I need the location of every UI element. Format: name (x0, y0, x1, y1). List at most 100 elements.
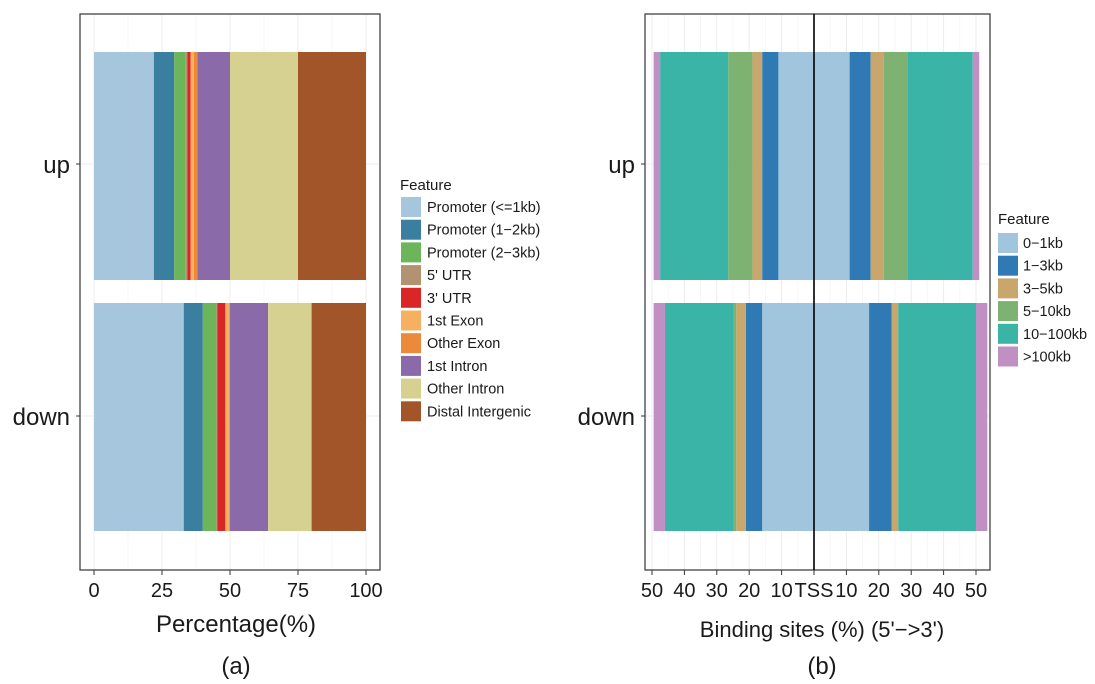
bar-down-downstream-1-3kb (869, 303, 892, 531)
bar-up-promoter-1-2kb (153, 52, 175, 280)
category-label-down: down (578, 404, 635, 431)
bar-down-5-utr (216, 303, 218, 531)
plot-b-legend-title: Feature (998, 211, 1050, 228)
bar-down-upstream-10-100kb (664, 303, 733, 531)
plot-a-x-axis-title: Percentage(%) (156, 611, 316, 638)
x-tick-label: 40 (932, 580, 954, 602)
bar-down-upstream-5-10kb (733, 303, 737, 531)
legend-label-0-1kb: 0−1kb (1023, 236, 1063, 252)
bar-up-upstream-3-5kb (752, 52, 763, 280)
bar-down-distal-intergenic (311, 303, 366, 531)
x-tick-label: TSS (795, 580, 834, 602)
bar-up-3-utr (187, 52, 191, 280)
x-tick-label: 50 (965, 580, 987, 602)
bar-down-downstream-0-1kb (814, 303, 870, 531)
legend-label-promoter-2-3kb: Promoter (2−3kb) (427, 245, 540, 261)
plot-b-category-labels: up down (578, 152, 645, 431)
x-tick-label: 10 (835, 580, 857, 602)
plot-b-legend: Feature 0−1kb 1−3kb 3−5kb 5−10kb 10−100kb >10… (998, 211, 1087, 367)
legend-label-1st-intron: 1st Intron (427, 359, 487, 375)
legend-swatch-distal-intergenic (401, 401, 421, 422)
x-tick-label: 0 (88, 580, 99, 602)
bar-up-distal-intergenic (298, 52, 366, 280)
legend-label-10-100kb: 10−100kb (1023, 327, 1087, 343)
category-label-up: up (608, 152, 635, 179)
bar-down-3-utr (217, 303, 226, 531)
bar-down-downstream-3-5kb (891, 303, 899, 531)
bar-down-promoter-1-2kb (183, 303, 203, 531)
plot-a-legend-title: Feature (400, 177, 452, 194)
legend-label-other-exon: Other Exon (427, 336, 500, 352)
bar-down-promoter-1kb (94, 303, 184, 531)
bar-down-other-exon (229, 303, 230, 531)
bar-down-upstream-1-3kb (745, 303, 763, 531)
legend-swatch-other-exon (401, 333, 421, 354)
bar-up-downstream-5-10kb (883, 52, 908, 280)
bar-up-upstream-5-10kb (728, 52, 753, 280)
bar-down-upstream-0-1kb (762, 303, 814, 531)
legend-label-3-5kb: 3−5kb (1023, 281, 1063, 297)
legend-label-promoter-1kb: Promoter (<=1kb) (427, 200, 541, 216)
category-label-up: up (43, 152, 70, 179)
bar-down-promoter-2-3kb (202, 303, 217, 531)
x-tick-label: 50 (641, 580, 663, 602)
plot-a-legend: Feature Promoter (<=1kb) Promoter (1−2kb)… (400, 177, 541, 422)
legend-label-promoter-1-2kb: Promoter (1−2kb) (427, 223, 540, 239)
bar-up-1st-exon (190, 52, 194, 280)
x-tick-label: 20 (738, 580, 760, 602)
plot-b-x-axis-title: Binding sites (%) (5'−>3') (700, 617, 944, 642)
legend-label-5-utr: 5' UTR (427, 268, 472, 284)
legend-label-other-intron: Other Intron (427, 382, 504, 398)
bar-down-upstream-3-5kb (736, 303, 746, 531)
legend-swatch-3-5kb (998, 278, 1018, 299)
legend-swatch-100kb (998, 346, 1018, 367)
legend-swatch-1st-exon (401, 310, 421, 331)
bar-up-downstream-3-5kb (870, 52, 884, 280)
bar-up-1st-intron (197, 52, 230, 280)
plot-a-bars (94, 52, 366, 531)
legend-label-3-utr: 3' UTR (427, 291, 472, 307)
bar-up-downstream-100kb (972, 52, 980, 280)
bar-down-1st-intron (230, 303, 269, 531)
legend-swatch-0-1kb (998, 233, 1018, 253)
plot-a-x-ticks: 0 25 50 75 100 (88, 570, 383, 602)
bar-up-promoter-2-3kb (174, 52, 186, 280)
bar-down-downstream-100kb (976, 303, 988, 531)
x-tick-label: 30 (900, 580, 922, 602)
legend-swatch-other-intron (401, 378, 421, 399)
bar-down-downstream-10-100kb (898, 303, 976, 531)
legend-swatch-5-utr (401, 265, 421, 286)
x-tick-label: 100 (349, 580, 382, 602)
bar-up-upstream-100kb (653, 52, 661, 280)
category-label-down: down (13, 404, 70, 431)
legend-swatch-promoter-1-2kb (401, 219, 421, 240)
x-tick-label: 25 (151, 580, 173, 602)
x-tick-label: 75 (287, 580, 309, 602)
legend-label-100kb: >100kb (1023, 350, 1071, 366)
legend-swatch-10-100kb (998, 323, 1018, 344)
bar-up-other-exon (193, 52, 198, 280)
legend-label-distal-intergenic: Distal Intergenic (427, 404, 531, 420)
bar-up-downstream-10-100kb (907, 52, 973, 280)
bar-up-downstream-0-1kb (814, 52, 850, 280)
legend-swatch-3-utr (401, 287, 421, 308)
bar-down-other-intron (268, 303, 312, 531)
legend-swatch-5-10kb (998, 301, 1018, 322)
panel-a: up down 0 25 50 75 100 Percentage(%) (a) Feat… (13, 13, 541, 680)
bar-down-upstream-100kb (653, 303, 665, 531)
legend-label-1-3kb: 1−3kb (1023, 259, 1063, 275)
plot-a-panel-label: (a) (221, 653, 250, 680)
x-tick-label: 50 (219, 580, 241, 602)
x-tick-label: 20 (868, 580, 890, 602)
plot-a-category-labels: up down (13, 152, 80, 431)
legend-swatch-1st-intron (401, 355, 421, 376)
panel-b: up down 50 40 30 20 10 TSS 10 20 30 40 50 Binding s… (578, 13, 1087, 680)
x-tick-label: 40 (673, 580, 695, 602)
legend-label-1st-exon: 1st Exon (427, 314, 483, 330)
legend-label-5-10kb: 5−10kb (1023, 304, 1071, 320)
legend-swatch-promoter-2-3kb (401, 242, 421, 263)
legend-swatch-1-3kb (998, 255, 1018, 276)
x-tick-label: 30 (706, 580, 728, 602)
plot-b-panel-label: (b) (807, 653, 836, 680)
